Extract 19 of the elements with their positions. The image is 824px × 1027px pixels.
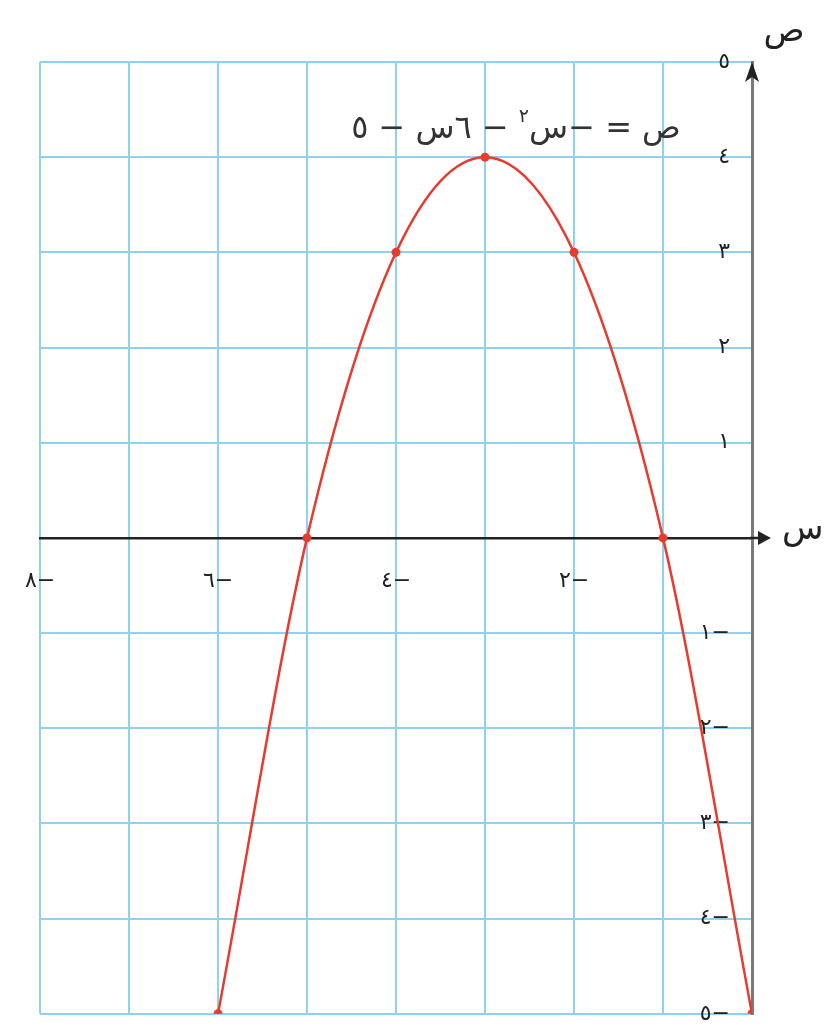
y-tick-label: −٤	[699, 904, 730, 930]
y-tick-label: −٥	[699, 999, 730, 1025]
x-tick-label: −٤	[380, 566, 412, 592]
point	[480, 152, 490, 162]
point	[391, 247, 401, 257]
x-tick-label: −٨	[24, 566, 56, 592]
x-axis-title: س	[782, 506, 824, 547]
y-tick-label: ٥	[718, 47, 730, 73]
y-tick-label: ٣	[718, 238, 731, 264]
point	[302, 533, 312, 543]
y-tick-label: −١	[699, 618, 730, 644]
x-tick-label: −٦	[202, 566, 234, 592]
point	[658, 533, 668, 543]
point	[569, 247, 579, 257]
y-axis-title: ص	[763, 8, 805, 50]
y-tick-label: ٢	[718, 333, 730, 359]
x-tick-label: −٢	[558, 566, 590, 592]
y-tick-label: ٤	[718, 142, 730, 168]
y-tick-label: ١	[718, 428, 730, 454]
